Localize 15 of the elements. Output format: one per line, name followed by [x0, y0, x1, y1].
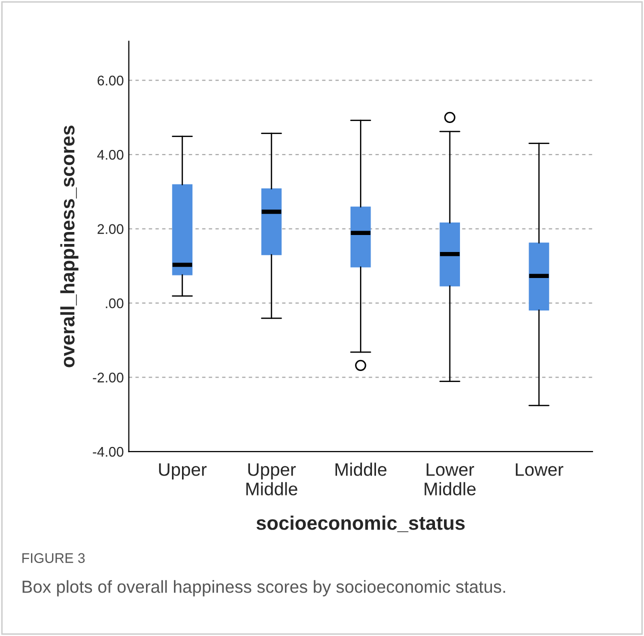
y-tick-label: .00 — [106, 298, 124, 308]
y-axis-title: overall_happiness_scores — [60, 126, 78, 368]
x-tick-label: Lower Middle — [424, 463, 476, 496]
x-tick-label: Lower — [516, 463, 564, 476]
x-axis-title: socioeconomic_status — [256, 516, 465, 532]
caption: FIGURE 3 — [22, 553, 85, 563]
y-tick-label: -2.00 — [92, 372, 124, 382]
text: Box plots of overall happiness scores by socioeconomic status. — [22, 580, 506, 596]
x-tick-label: Upper — [159, 463, 207, 480]
y-tick-label: 2.00 — [98, 224, 124, 234]
y-tick-label: 4.00 — [97, 150, 124, 160]
y-tick-label: 6.00 — [98, 76, 124, 86]
x-tick-label: Upper Middle — [246, 463, 298, 496]
x-tick-label: Middle — [336, 462, 386, 476]
y-tick-label: -4.00 — [92, 446, 124, 457]
